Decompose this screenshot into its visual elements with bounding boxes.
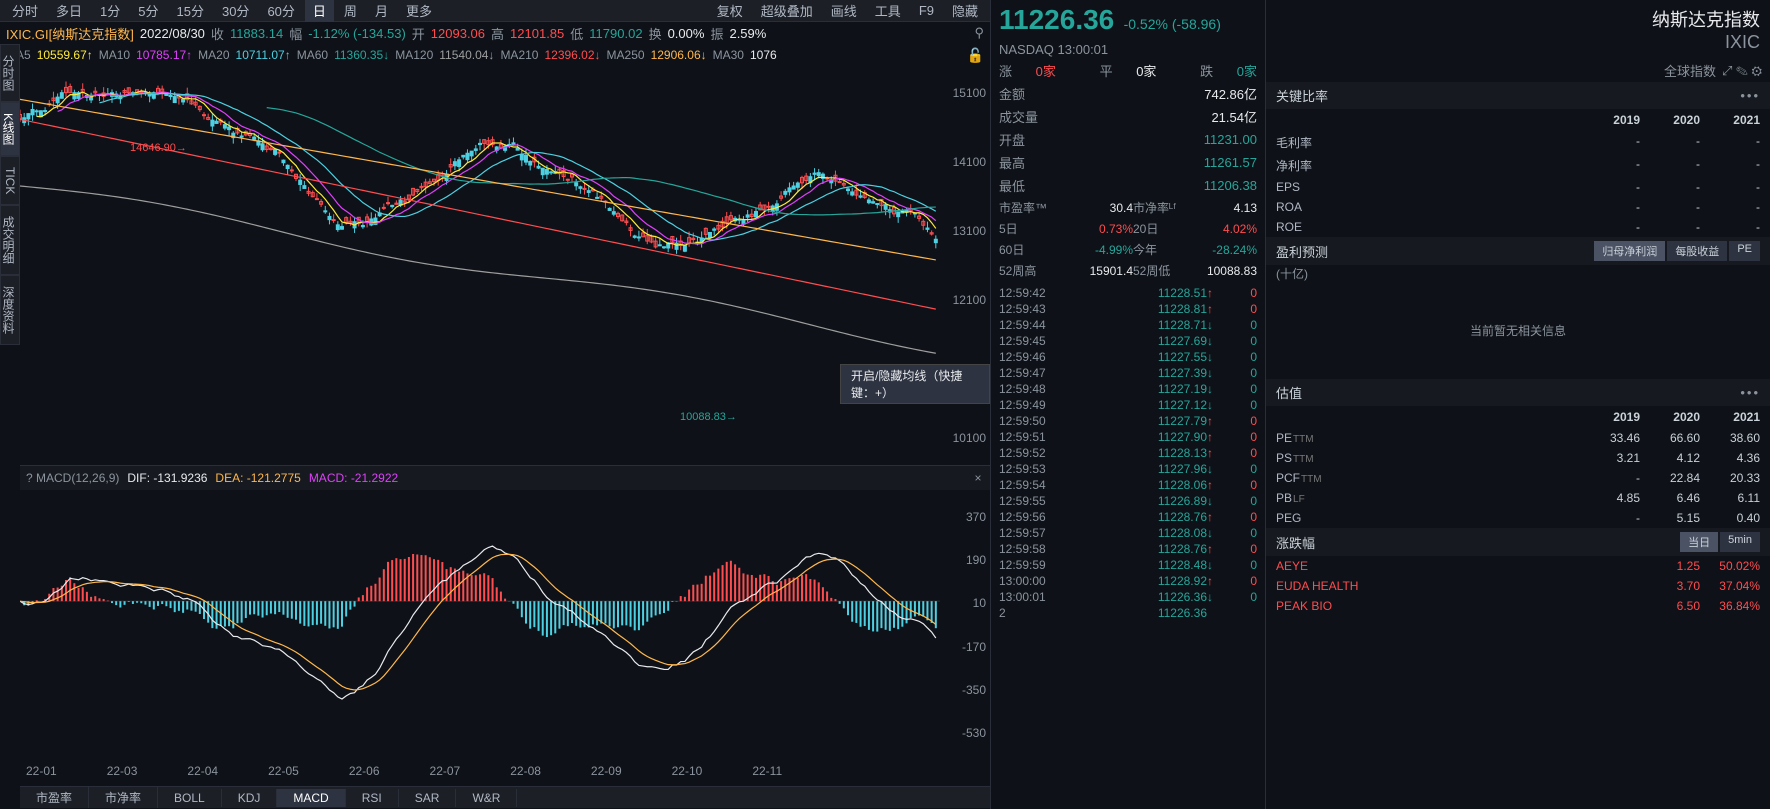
ratio-row: ROE--- bbox=[1266, 217, 1770, 237]
tick-row: 13:00:0011228.92↑0 bbox=[991, 573, 1265, 589]
tick-row: 12:59:5111227.90↑0 bbox=[991, 429, 1265, 445]
tick-row: 12:59:4911227.12↓0 bbox=[991, 397, 1265, 413]
ma-legend: MA510559.67↑ MA1010785.17↑ MA2010711.07↑… bbox=[0, 44, 990, 66]
tool-btn[interactable]: 复权 bbox=[709, 0, 751, 22]
ratios-title: 关键比率 bbox=[1276, 86, 1328, 105]
indicator-btn[interactable]: 市净率 bbox=[89, 787, 158, 808]
tick-list[interactable]: 12:59:4211228.51↑012:59:4311228.81↑012:5… bbox=[991, 281, 1265, 809]
timeframe-btn[interactable]: 日 bbox=[305, 0, 334, 22]
tool-btn[interactable]: 超级叠加 bbox=[753, 0, 821, 22]
tick-row: 12:59:5011227.79↑0 bbox=[991, 413, 1265, 429]
tick-row: 12:59:5511226.89↓0 bbox=[991, 493, 1265, 509]
kline-chart[interactable]: 151001410013100121001110010100 14646.90→… bbox=[20, 66, 990, 466]
valuation-row: PBLF4.856.466.11 bbox=[1266, 488, 1770, 508]
movers-title: 涨跌幅 bbox=[1276, 533, 1315, 552]
indicator-btn[interactable]: W&R bbox=[456, 789, 517, 807]
tick-row: 12:59:4611227.55↓0 bbox=[991, 349, 1265, 365]
tick-row: 13:00:0111226.36↓0 bbox=[991, 589, 1265, 605]
tick-row: 12:59:4311228.81↑0 bbox=[991, 301, 1265, 317]
tick-row: 12:59:5411228.06↑0 bbox=[991, 477, 1265, 493]
valuation-row: PETTM33.4666.6038.60 bbox=[1266, 428, 1770, 448]
ma-tooltip: 开启/隐藏均线（快捷键：+） bbox=[840, 364, 990, 404]
timeframe-btn[interactable]: 更多 bbox=[398, 0, 440, 22]
tick-row: 211226.36 bbox=[991, 605, 1265, 621]
forecast-title: 盈利预测 bbox=[1276, 245, 1328, 260]
indicator-btn[interactable]: RSI bbox=[346, 789, 399, 807]
tick-row: 12:59:4411228.71↓0 bbox=[991, 317, 1265, 333]
timeframe-btn[interactable]: 1分 bbox=[92, 0, 128, 22]
tool-btn[interactable]: 隐藏 bbox=[944, 0, 986, 22]
timeframe-btn[interactable]: 5分 bbox=[130, 0, 166, 22]
valuation-row: PEG-5.150.40 bbox=[1266, 508, 1770, 528]
ratio-row: 净利率--- bbox=[1266, 154, 1770, 177]
quote-header: IXIC.GI[纳斯达克指数] 2022/08/30 收11883.14 幅-1… bbox=[0, 22, 990, 44]
tool-btn[interactable]: F9 bbox=[911, 1, 942, 20]
indicator-btn[interactable]: MACD bbox=[277, 789, 345, 807]
side-tab[interactable]: TICK bbox=[0, 156, 20, 205]
timeframe-btn[interactable]: 周 bbox=[336, 0, 365, 22]
timeframe-btn[interactable]: 30分 bbox=[214, 0, 257, 22]
macd-panel: ? MACD(12,26,9) DIF: -131.9236 DEA: -121… bbox=[20, 466, 990, 786]
tick-row: 12:59:5911228.48↓0 bbox=[991, 557, 1265, 573]
timeframe-btn[interactable]: 月 bbox=[367, 0, 396, 22]
more-icon[interactable]: ••• bbox=[1740, 88, 1760, 103]
tick-row: 12:59:5711228.08↓0 bbox=[991, 525, 1265, 541]
tool-btn[interactable]: 画线 bbox=[823, 0, 865, 22]
last-price: 11226.36 bbox=[999, 4, 1114, 35]
ratio-row: 毛利率--- bbox=[1266, 131, 1770, 154]
global-index-link[interactable]: 全球指数 bbox=[1664, 61, 1716, 80]
forecast-tab[interactable]: 每股收益 bbox=[1667, 241, 1727, 261]
index-name: 纳斯达克指数 bbox=[1652, 6, 1760, 32]
valuation-title: 估值 bbox=[1276, 383, 1302, 402]
mover-row[interactable]: PEAK BIO6.5036.84% bbox=[1266, 596, 1770, 616]
tick-row: 12:59:5611228.76↑0 bbox=[991, 509, 1265, 525]
tick-row: 12:59:5211228.13↑0 bbox=[991, 445, 1265, 461]
advance-decline: 涨 0家 平 0家 跌 0家 bbox=[991, 59, 1265, 82]
tick-row: 12:59:4211228.51↑0 bbox=[991, 285, 1265, 301]
mover-row[interactable]: AEYE1.2550.02% bbox=[1266, 556, 1770, 576]
timeframe-btn[interactable]: 分时 bbox=[4, 0, 46, 22]
forecast-tab[interactable]: PE bbox=[1729, 241, 1760, 261]
tick-row: 12:59:4711227.39↓0 bbox=[991, 365, 1265, 381]
tick-row: 12:59:4811227.19↓0 bbox=[991, 381, 1265, 397]
timeframe-btn[interactable]: 15分 bbox=[169, 0, 212, 22]
tick-row: 12:59:5311227.96↓0 bbox=[991, 461, 1265, 477]
movers-tab[interactable]: 当日 bbox=[1680, 532, 1718, 552]
more-icon[interactable]: ••• bbox=[1740, 385, 1760, 400]
timeframe-toolbar: 分时多日1分5分15分30分60分日周月更多 复权超级叠加画线工具F9隐藏 bbox=[0, 0, 990, 22]
tool-btn[interactable]: 工具 bbox=[867, 0, 909, 22]
ratio-row: ROA--- bbox=[1266, 197, 1770, 217]
side-tab[interactable]: 成交明细 bbox=[0, 205, 20, 275]
tick-row: 12:59:4511227.69↓0 bbox=[991, 333, 1265, 349]
valuation-row: PSTTM3.214.124.36 bbox=[1266, 448, 1770, 468]
side-tab[interactable]: 分时图 bbox=[0, 44, 20, 102]
movers-tab[interactable]: 5min bbox=[1720, 532, 1760, 552]
mover-row[interactable]: EUDA HEALTH3.7037.04% bbox=[1266, 576, 1770, 596]
tick-row: 12:59:5811228.76↑0 bbox=[991, 541, 1265, 557]
timeframe-btn[interactable]: 60分 bbox=[259, 0, 302, 22]
ratio-row: EPS--- bbox=[1266, 177, 1770, 197]
change-pct: -0.52% (-58.96) bbox=[1124, 16, 1221, 32]
valuation-row: PCFTTM-22.8420.33 bbox=[1266, 468, 1770, 488]
forecast-tab[interactable]: 归母净利润 bbox=[1594, 241, 1665, 261]
index-code: IXIC bbox=[1652, 32, 1760, 53]
side-tab[interactable]: 深度资料 bbox=[0, 275, 20, 345]
indicator-btn[interactable]: KDJ bbox=[222, 789, 278, 807]
indicator-btn[interactable]: 市盈率 bbox=[20, 787, 89, 808]
lock-icon[interactable]: 🔓 bbox=[967, 47, 984, 64]
forecast-nodata: 当前暂无相关信息 bbox=[1266, 282, 1770, 379]
side-tab[interactable]: K线图 bbox=[0, 102, 20, 156]
timeframe-btn[interactable]: 多日 bbox=[48, 0, 90, 22]
indicator-btn[interactable]: BOLL bbox=[158, 789, 222, 807]
indicator-btn[interactable]: SAR bbox=[399, 789, 457, 807]
close-icon[interactable]: × bbox=[970, 470, 986, 486]
